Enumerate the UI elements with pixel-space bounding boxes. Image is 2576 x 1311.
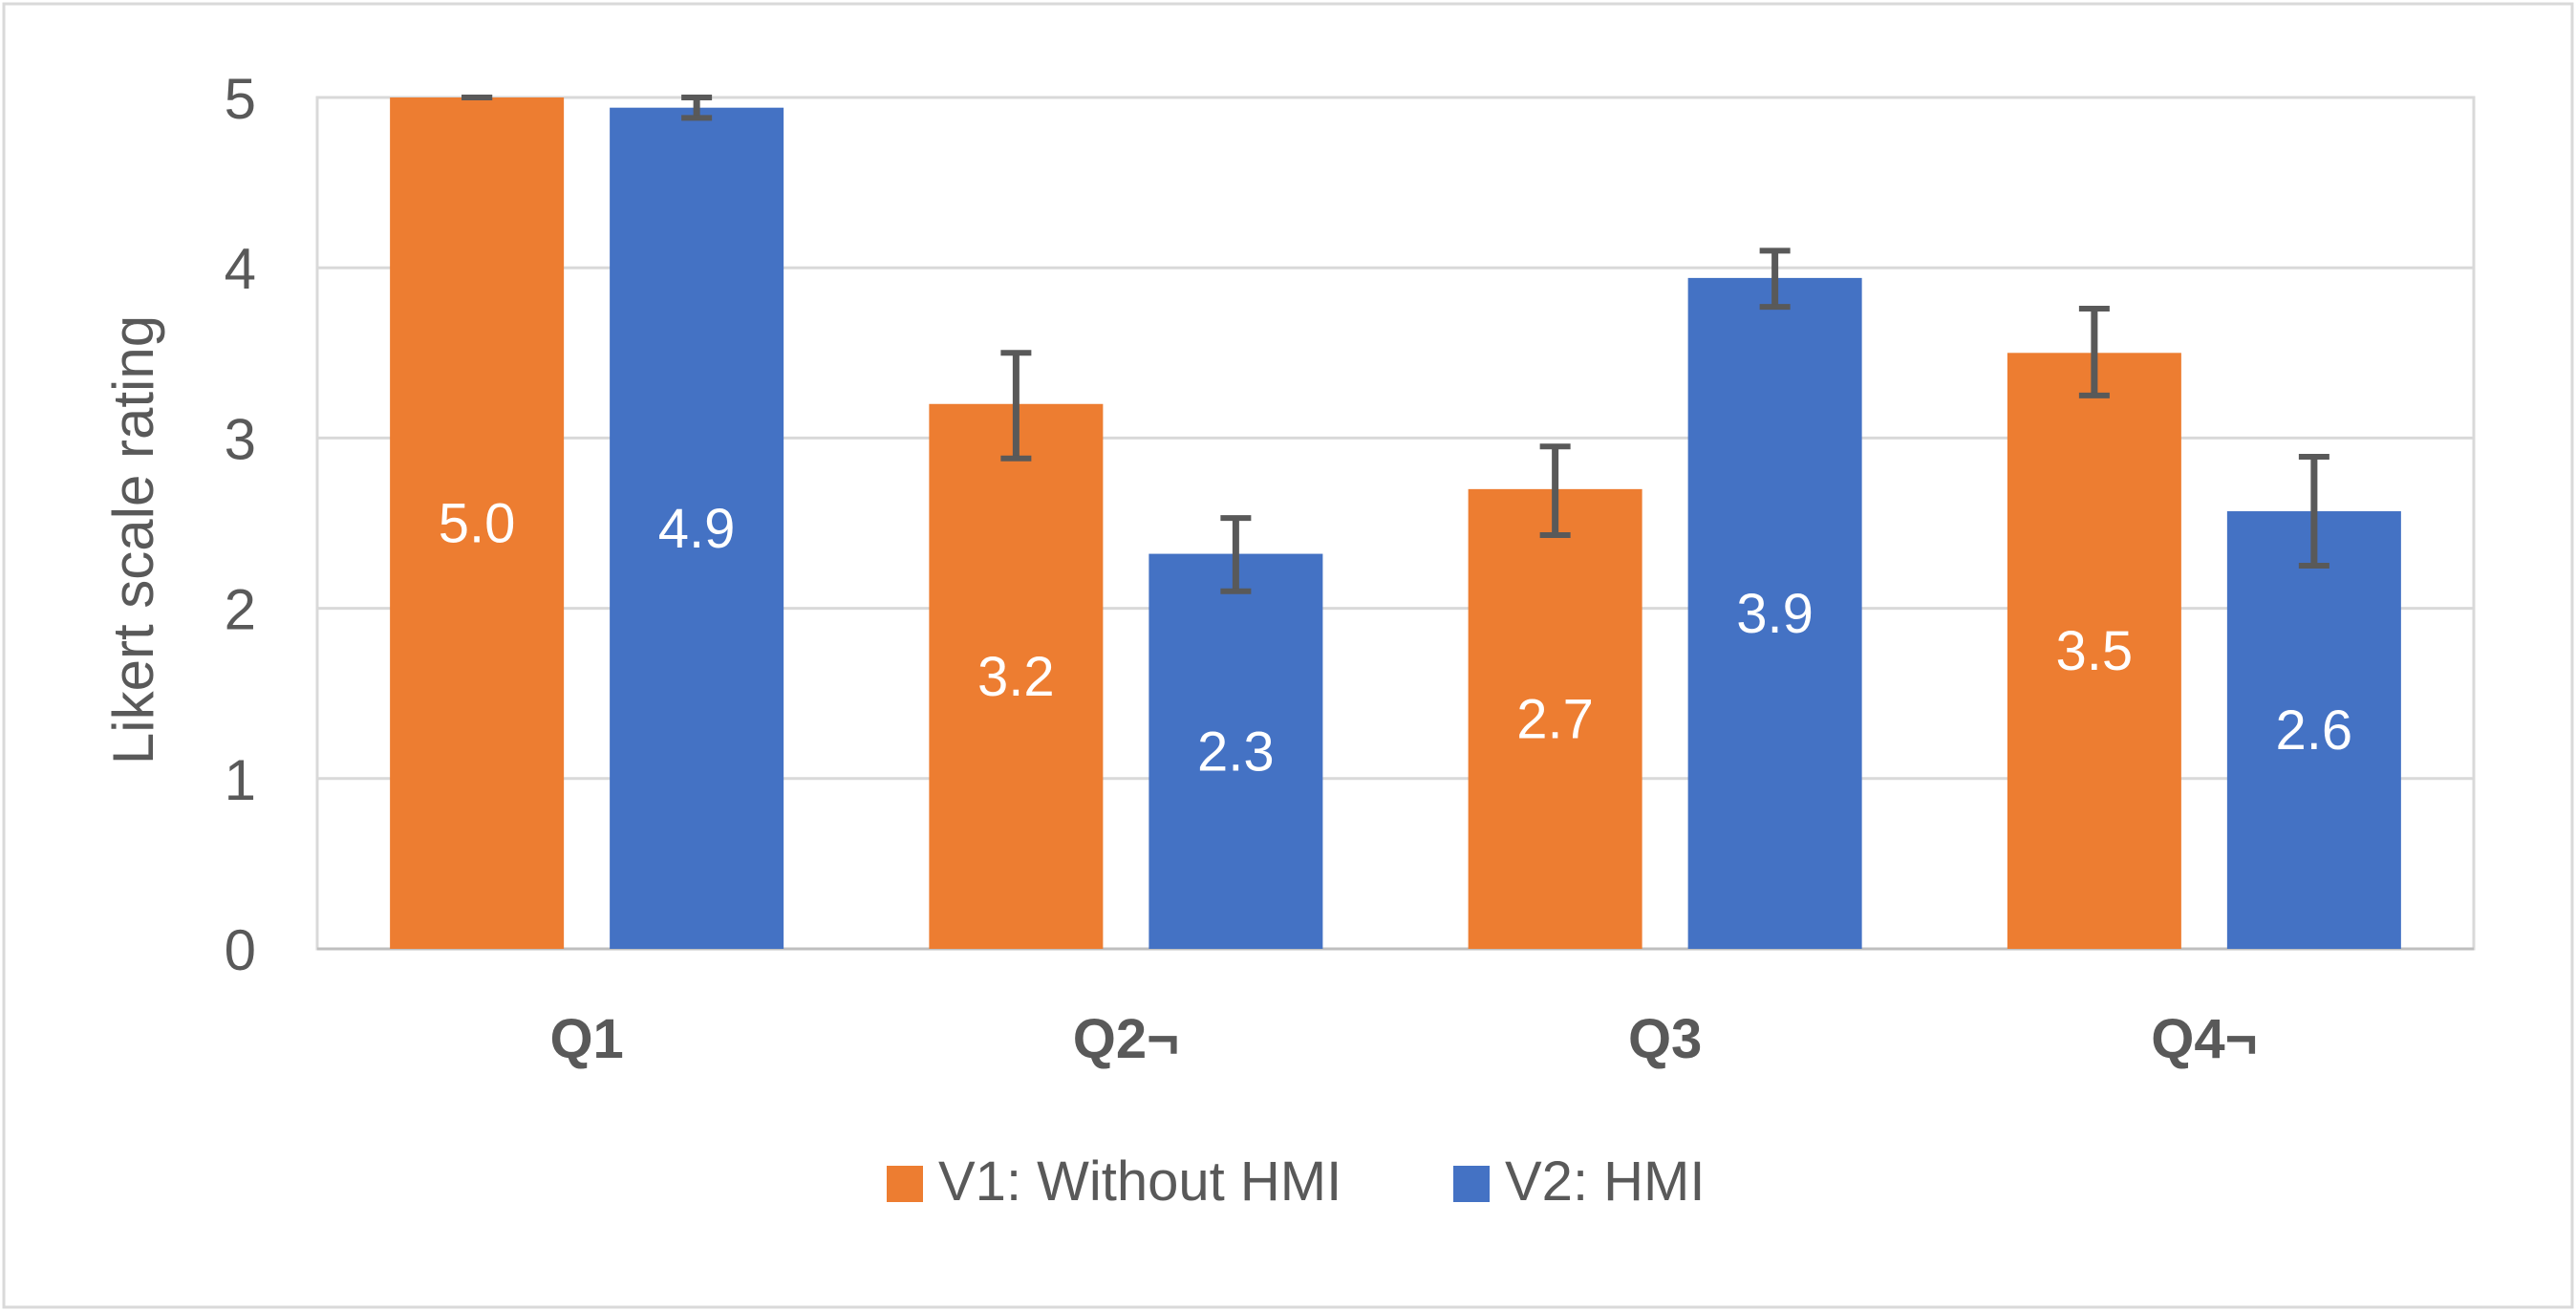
y-tick-label-5: 5 — [225, 67, 256, 131]
bars-group — [390, 97, 2401, 950]
bar-2-4 — [2226, 511, 2401, 949]
legend-swatch-2 — [1453, 1166, 1490, 1202]
bar-label-2-1: 4.9 — [658, 498, 736, 560]
bar-2-3 — [1687, 277, 1862, 950]
x-axis-ticks: Q1 Q2¬ Q3 Q4¬ — [549, 1008, 2257, 1070]
x-tick-label-2: Q2¬ — [1073, 1008, 1179, 1070]
legend-label-2: V2: HMI — [1505, 1150, 1706, 1213]
bar-label-2-4: 2.6 — [2276, 699, 2353, 762]
bar-1-2 — [929, 403, 1104, 949]
y-tick-label-0: 0 — [225, 918, 256, 982]
error-bars-group — [462, 95, 2329, 594]
y-axis-ticks: 0 1 2 3 4 5 — [225, 67, 256, 982]
y-tick-label-3: 3 — [225, 407, 256, 471]
bar-labels-group: 5.0 4.9 3.2 2.3 2.7 3.9 3.5 2.6 — [439, 493, 2352, 784]
bar-2-2 — [1148, 553, 1323, 949]
legend: V1: Without HMI V2: HMI — [887, 1150, 1706, 1213]
bar-1-3 — [1468, 488, 1642, 949]
y-axis-label: Likert scale rating — [101, 315, 165, 764]
bar-label-2-2: 2.3 — [1197, 720, 1275, 783]
y-tick-label-2: 2 — [225, 578, 256, 642]
bar-1-4 — [2007, 353, 2181, 949]
x-tick-label-4: Q4¬ — [2151, 1008, 2257, 1070]
bar-1-1 — [390, 97, 565, 949]
bar-label-1-1: 5.0 — [439, 493, 516, 555]
bar-label-2-3: 3.9 — [1736, 583, 1814, 645]
bar-label-1-3: 2.7 — [1516, 688, 1594, 750]
y-tick-label-1: 1 — [225, 748, 256, 812]
y-tick-label-4: 4 — [225, 237, 256, 301]
x-tick-label-1: Q1 — [549, 1008, 623, 1070]
bar-label-1-2: 3.2 — [977, 646, 1055, 708]
x-tick-label-3: Q3 — [1628, 1008, 1702, 1070]
bar-label-1-4: 3.5 — [2056, 620, 2134, 682]
legend-swatch-1 — [887, 1166, 923, 1202]
legend-label-1: V1: Without HMI — [938, 1150, 1342, 1213]
bar-2-1 — [610, 107, 784, 949]
